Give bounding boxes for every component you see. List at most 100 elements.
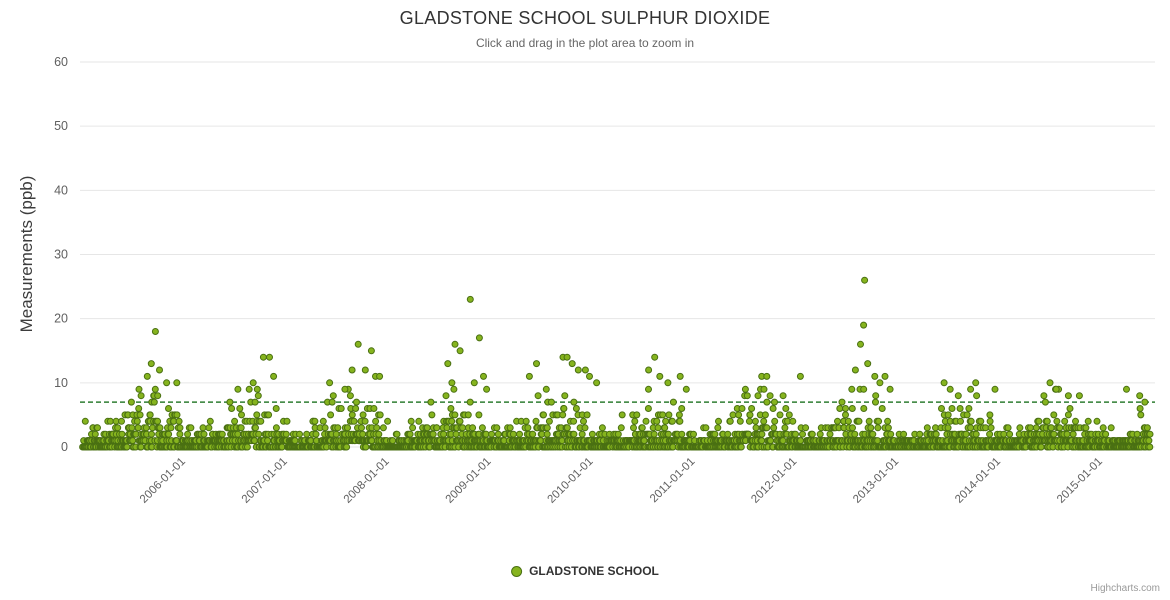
data-point[interactable] — [965, 405, 973, 412]
data-point[interactable] — [253, 411, 261, 419]
data-point[interactable] — [128, 424, 136, 432]
data-point[interactable] — [251, 398, 259, 406]
data-point[interactable] — [106, 417, 114, 425]
data-point[interactable] — [789, 417, 797, 425]
data-point[interactable] — [796, 372, 804, 380]
data-point[interactable] — [986, 411, 994, 419]
data-point[interactable] — [714, 424, 722, 432]
data-point[interactable] — [869, 430, 877, 438]
data-point[interactable] — [1035, 417, 1043, 425]
data-point[interactable] — [1047, 424, 1055, 432]
data-point[interactable] — [118, 430, 126, 438]
data-point[interactable] — [238, 411, 245, 419]
data-point[interactable] — [963, 411, 971, 419]
data-point[interactable] — [665, 411, 673, 419]
data-point[interactable] — [570, 417, 578, 425]
data-point[interactable] — [165, 430, 173, 438]
data-point[interactable] — [886, 385, 894, 393]
data-point[interactable] — [1041, 398, 1049, 406]
data-point[interactable] — [574, 366, 582, 374]
data-point[interactable] — [361, 417, 369, 425]
data-point[interactable] — [187, 424, 195, 432]
data-point[interactable] — [1133, 430, 1141, 438]
data-point[interactable] — [529, 430, 537, 438]
data-point[interactable] — [243, 443, 251, 451]
data-point[interactable] — [1102, 430, 1110, 438]
data-point[interactable] — [872, 398, 879, 406]
data-point[interactable] — [156, 424, 164, 432]
data-point[interactable] — [834, 417, 841, 425]
data-point[interactable] — [545, 417, 553, 425]
data-point[interactable] — [878, 405, 886, 412]
data-point[interactable] — [1141, 398, 1149, 406]
data-point[interactable] — [167, 424, 175, 432]
data-point[interactable] — [802, 424, 810, 432]
data-point[interactable] — [272, 405, 280, 412]
data-point[interactable] — [226, 398, 234, 406]
data-point[interactable] — [779, 392, 787, 400]
data-point[interactable] — [581, 366, 589, 374]
data-point[interactable] — [459, 424, 467, 432]
data-point[interactable] — [1053, 417, 1061, 425]
data-point[interactable] — [743, 392, 751, 400]
data-point[interactable] — [792, 430, 799, 438]
data-point[interactable] — [228, 405, 236, 412]
data-point[interactable] — [668, 417, 676, 425]
data-point[interactable] — [851, 430, 859, 438]
data-point[interactable] — [389, 437, 397, 445]
data-point[interactable] — [249, 379, 257, 387]
data-point[interactable] — [1043, 417, 1051, 425]
data-point[interactable] — [642, 417, 650, 425]
data-point[interactable] — [763, 424, 771, 432]
data-point[interactable] — [372, 417, 380, 425]
data-point[interactable] — [1061, 417, 1069, 425]
data-point[interactable] — [344, 424, 351, 432]
data-point[interactable] — [884, 424, 892, 432]
data-point[interactable] — [1143, 424, 1151, 432]
data-point[interactable] — [808, 430, 816, 438]
data-point[interactable] — [151, 328, 159, 335]
data-point[interactable] — [237, 424, 245, 432]
data-point[interactable] — [1082, 424, 1090, 432]
data-point[interactable] — [362, 443, 370, 451]
data-point[interactable] — [154, 417, 162, 425]
data-point[interactable] — [973, 392, 981, 400]
data-point[interactable] — [1004, 424, 1012, 432]
data-point[interactable] — [769, 405, 777, 412]
data-point[interactable] — [664, 379, 672, 387]
data-point[interactable] — [932, 430, 940, 438]
data-point[interactable] — [447, 405, 455, 412]
data-point[interactable] — [270, 372, 278, 380]
data-point[interactable] — [1040, 392, 1048, 400]
data-point[interactable] — [630, 424, 637, 432]
data-point[interactable] — [142, 424, 150, 432]
data-point[interactable] — [466, 398, 474, 406]
data-point[interactable] — [771, 398, 778, 406]
data-point[interactable] — [231, 417, 239, 425]
data-point[interactable] — [296, 430, 303, 438]
data-point[interactable] — [644, 405, 652, 412]
data-point[interactable] — [561, 392, 569, 400]
data-point[interactable] — [379, 424, 387, 432]
data-point[interactable] — [253, 385, 261, 393]
data-point[interactable] — [583, 411, 591, 419]
data-point[interactable] — [91, 430, 99, 438]
data-point[interactable] — [114, 424, 122, 432]
data-point[interactable] — [875, 417, 883, 425]
data-point[interactable] — [464, 411, 472, 419]
data-point[interactable] — [373, 424, 381, 432]
data-point[interactable] — [265, 411, 273, 419]
data-point[interactable] — [900, 430, 908, 438]
data-point[interactable] — [760, 417, 768, 425]
data-point[interactable] — [656, 372, 664, 380]
data-point[interactable] — [661, 424, 669, 432]
data-point[interactable] — [884, 417, 892, 425]
data-point[interactable] — [744, 430, 752, 438]
data-point[interactable] — [758, 430, 766, 438]
data-point[interactable] — [662, 417, 670, 425]
data-point[interactable] — [797, 437, 804, 445]
data-point[interactable] — [328, 398, 336, 406]
data-point[interactable] — [146, 411, 154, 419]
data-point[interactable] — [156, 366, 163, 374]
data-point[interactable] — [763, 398, 771, 406]
